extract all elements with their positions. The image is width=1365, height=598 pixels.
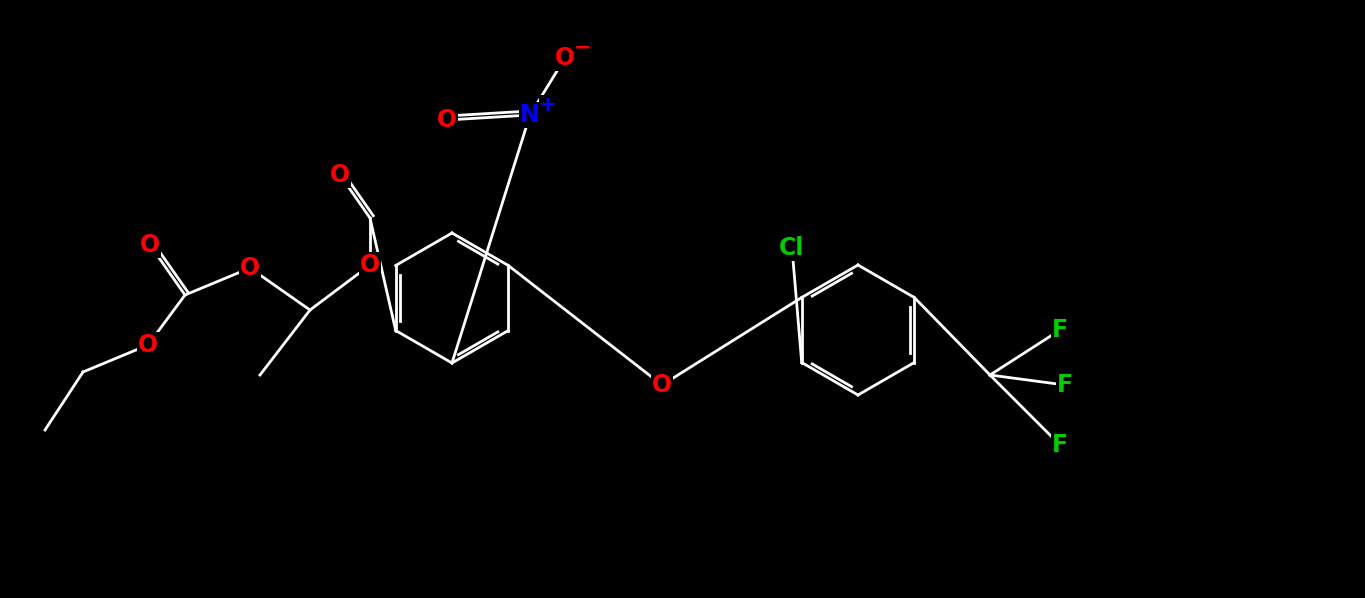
- Text: O: O: [556, 46, 575, 70]
- Text: Cl: Cl: [779, 236, 805, 260]
- Text: F: F: [1057, 373, 1073, 397]
- Text: +: +: [539, 95, 557, 115]
- Text: F: F: [1052, 318, 1067, 342]
- Text: −: −: [575, 38, 592, 58]
- Text: O: O: [437, 108, 457, 132]
- Text: O: O: [360, 253, 379, 277]
- Text: O: O: [138, 333, 158, 357]
- Text: F: F: [1052, 433, 1067, 457]
- Text: O: O: [141, 233, 160, 257]
- Text: O: O: [652, 373, 672, 397]
- Text: O: O: [240, 256, 261, 280]
- Text: O: O: [330, 163, 349, 187]
- Text: N: N: [520, 103, 541, 127]
